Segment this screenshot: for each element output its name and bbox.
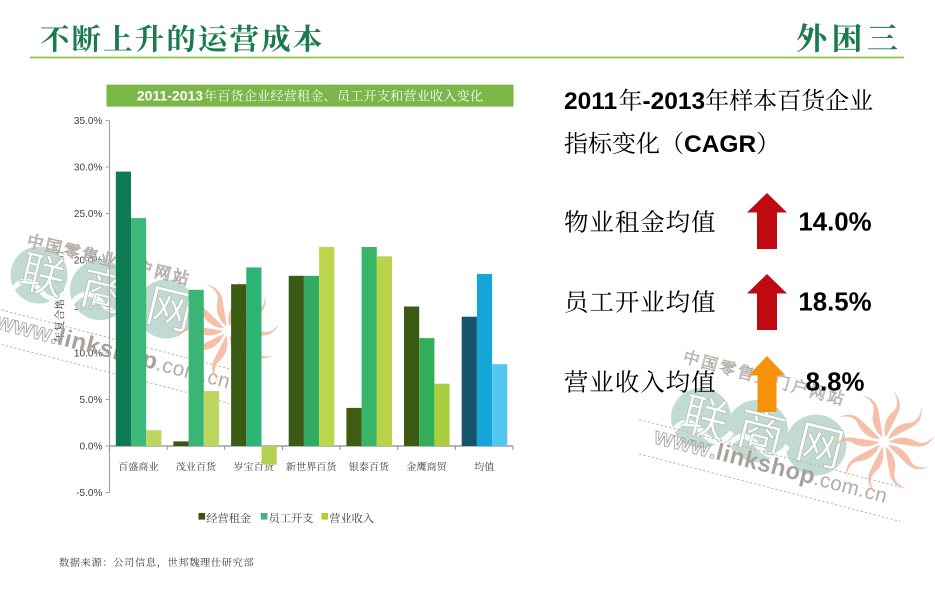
svg-text:8.8%: 8.8% (806, 369, 865, 397)
svg-text:5.0%: 5.0% (79, 395, 102, 406)
svg-text:-5.0%: -5.0% (76, 488, 102, 499)
svg-text:18.5%: 18.5% (798, 289, 871, 317)
svg-text:2011: 2011 (564, 88, 617, 115)
svg-text:0.0%: 0.0% (79, 442, 102, 453)
svg-text:25.0%: 25.0% (74, 209, 103, 220)
svg-text:10.0%: 10.0% (74, 349, 103, 360)
svg-text:35.0%: 35.0% (74, 116, 103, 127)
svg-text:2011-2013: 2011-2013 (137, 88, 203, 104)
svg-text:-2013: -2013 (643, 88, 706, 115)
svg-text:30.0%: 30.0% (74, 163, 103, 174)
svg-text:14.0%: 14.0% (798, 209, 871, 237)
svg-text:CAGR: CAGR (684, 131, 756, 158)
